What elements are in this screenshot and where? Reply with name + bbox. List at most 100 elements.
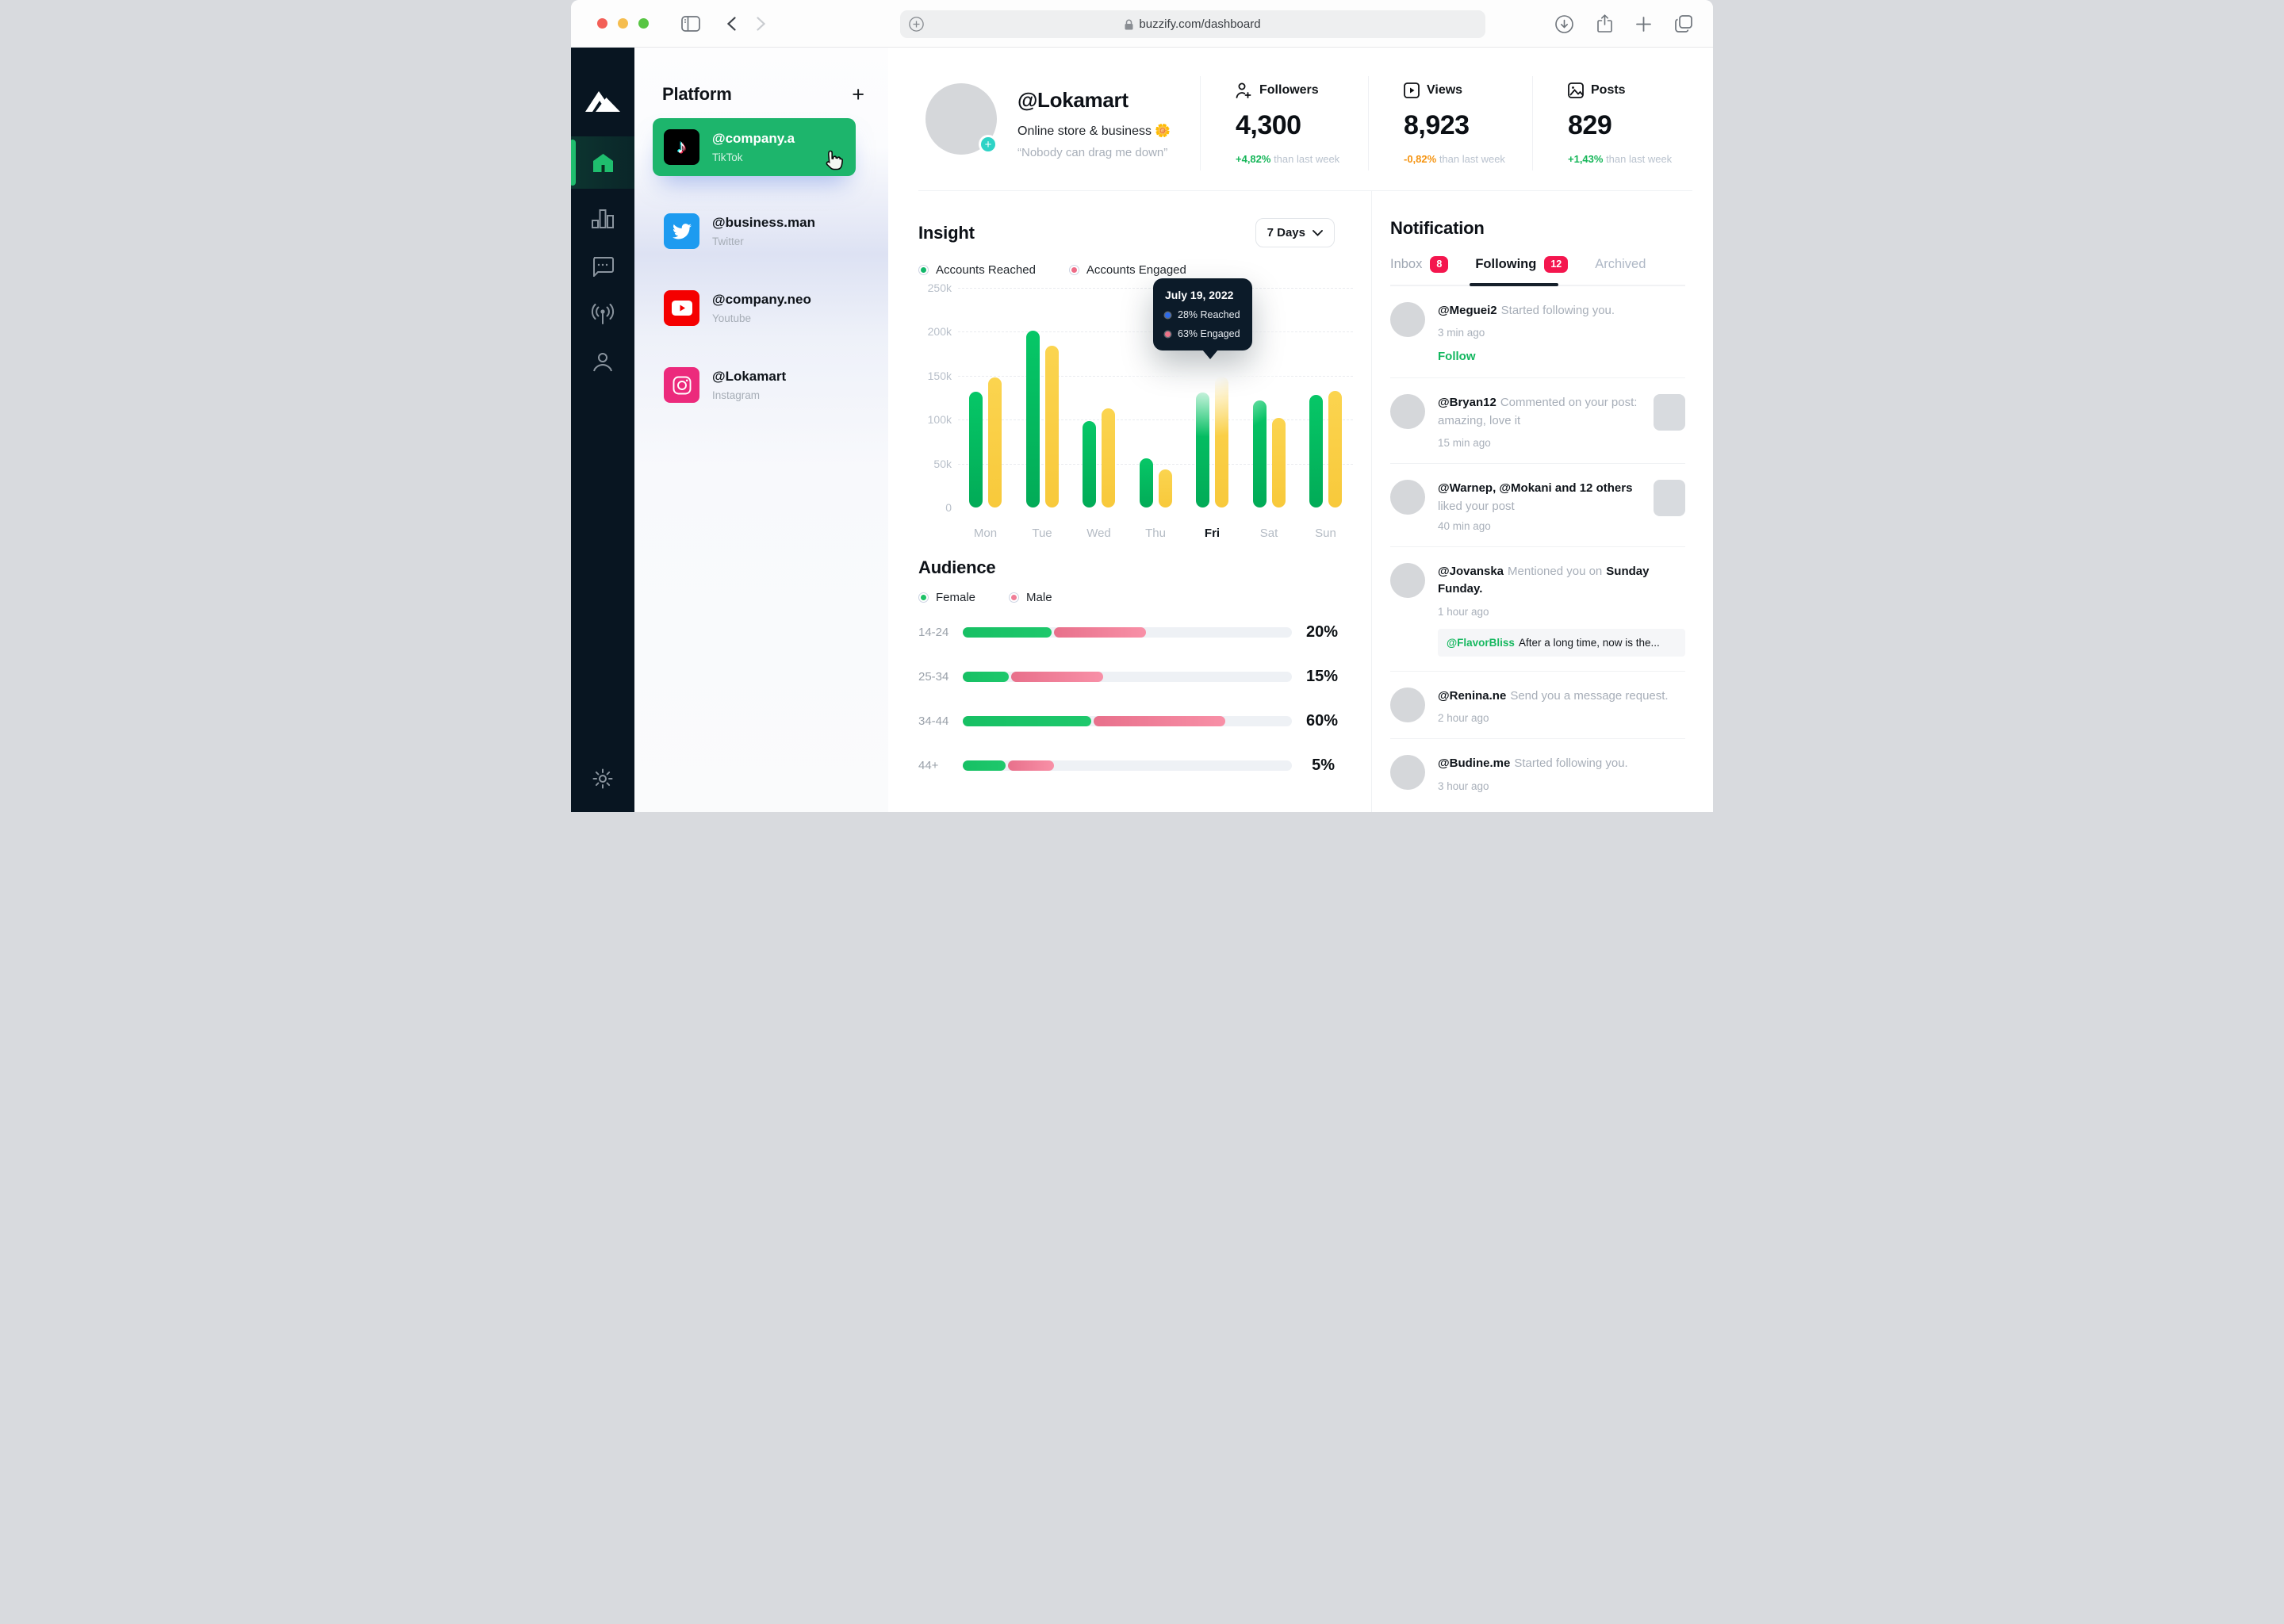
audience-bar — [963, 716, 1292, 726]
audience-title: Audience — [918, 557, 996, 577]
platform-item-youtube[interactable]: @company.neo Youtube — [653, 279, 856, 337]
stat-value: 829 — [1568, 110, 1612, 140]
sidebar-item-profile[interactable] — [592, 349, 613, 374]
notif-text: Send you a message request. — [1510, 688, 1669, 703]
broadcast-icon — [591, 304, 615, 324]
sidebar-item-broadcast[interactable] — [591, 301, 615, 327]
address-bar[interactable]: buzzify.com/dashboard — [900, 10, 1485, 38]
bar-group-wed[interactable] — [1083, 408, 1115, 508]
instagram-icon — [664, 367, 699, 403]
sidebar-item-messages[interactable] — [592, 254, 614, 279]
follow-button[interactable]: Follow — [1438, 350, 1476, 363]
notification-item[interactable]: @Bryan12 Commented on your post: amazing,… — [1390, 378, 1685, 464]
notif-time: 15 min ago — [1438, 437, 1491, 449]
settings-button[interactable] — [592, 766, 613, 791]
stat-delta-suffix: than last week — [1436, 153, 1505, 165]
avatar — [1390, 562, 1425, 598]
post-thumbnail[interactable] — [1654, 394, 1685, 431]
range-select[interactable]: 7 Days — [1255, 218, 1335, 247]
platform-handle: @company.neo — [712, 292, 811, 307]
age-label: 14-24 — [918, 626, 949, 639]
notif-user[interactable]: @Warnep, @Mokani and 12 others — [1438, 481, 1633, 495]
platform-title: Platform — [662, 84, 732, 104]
profile-quote: “Nobody can drag me down” — [1017, 146, 1168, 159]
notification-item[interactable]: @Jovanska Mentioned you on Sunday Funday. … — [1390, 547, 1685, 672]
download-icon[interactable] — [1555, 14, 1573, 33]
back-icon[interactable] — [727, 16, 736, 31]
tab-inbox[interactable]: Inbox 8 — [1390, 256, 1449, 273]
notif-user[interactable]: @Meguei2 — [1438, 303, 1497, 317]
stat-followers: Followers 4,300 +4,82% than last week — [1201, 48, 1368, 190]
platform-item-tiktok[interactable]: ♪ @company.a TikTok — [653, 118, 856, 176]
avatar — [1390, 394, 1425, 429]
chevron-down-icon — [1313, 229, 1323, 236]
home-icon — [592, 153, 613, 172]
divider — [1532, 76, 1533, 170]
sidebar-item-home[interactable] — [571, 136, 634, 189]
sidebar-toggle-icon[interactable] — [681, 15, 700, 32]
notification-item[interactable]: @Budine.me Started following you. 3 hour … — [1390, 739, 1685, 806]
mention-quote[interactable]: @FlavorBliss After a long time, now is th… — [1438, 628, 1685, 657]
traffic-lights — [597, 18, 659, 29]
post-thumbnail[interactable] — [1654, 480, 1685, 516]
platform-item-instagram[interactable]: @Lokamart Instagram — [653, 356, 856, 414]
x-tick: Wed — [1086, 527, 1111, 540]
notif-time: 1 hour ago — [1438, 605, 1489, 618]
zoom-window-button[interactable] — [638, 18, 649, 29]
stat-delta-suffix: than last week — [1603, 153, 1673, 165]
bar-group-tue[interactable] — [1025, 331, 1059, 508]
new-tab-icon[interactable] — [1636, 16, 1651, 32]
tab-archived[interactable]: Archived — [1595, 257, 1646, 272]
avatar — [1390, 480, 1425, 515]
bar-group-sun[interactable] — [1309, 391, 1342, 508]
avatar — [1390, 687, 1425, 722]
tab-overview-icon[interactable] — [1675, 15, 1692, 33]
tiktok-icon: ♪ — [664, 129, 699, 165]
image-icon — [1568, 82, 1584, 98]
quote-user: @FlavorBliss — [1447, 636, 1515, 649]
user-icon — [593, 353, 612, 372]
bar-group-sat[interactable] — [1252, 400, 1286, 508]
platform-item-twitter[interactable]: @business.man Twitter — [653, 202, 856, 260]
avatar — [1390, 755, 1425, 790]
notif-user[interactable]: @Renina.ne — [1438, 688, 1507, 703]
share-icon[interactable] — [1597, 14, 1612, 33]
notif-user[interactable]: @Jovanska — [1438, 564, 1504, 578]
age-label: 44+ — [918, 759, 939, 772]
notification-item[interactable]: @Warnep, @Mokani and 12 others liked you… — [1390, 464, 1685, 547]
add-tab-circle-icon[interactable] — [909, 17, 924, 32]
bar-group-mon[interactable] — [969, 377, 1002, 508]
tab-badge: 8 — [1430, 256, 1449, 273]
minimize-window-button[interactable] — [618, 18, 628, 29]
add-story-badge[interactable]: + — [979, 135, 998, 154]
divider — [1368, 76, 1369, 170]
engaged-dot-icon — [1071, 267, 1077, 273]
platform-handle: @company.a — [712, 131, 795, 146]
x-tick-active: Fri — [1204, 527, 1221, 540]
bar-group-fri[interactable] — [1196, 377, 1228, 508]
stat-label: Followers — [1259, 83, 1319, 97]
insight-legend: Accounts Reached Accounts Engaged — [918, 263, 1371, 277]
tooltip-reached: 28% Reached — [1178, 309, 1240, 320]
notif-text: Commented on your post: amazing, love it — [1438, 396, 1638, 427]
sidebar-item-analytics[interactable] — [592, 206, 614, 232]
notif-time: 40 min ago — [1438, 519, 1491, 532]
notification-item[interactable]: @Renina.ne Send you a message request. 2 … — [1390, 672, 1685, 739]
y-tick: 250k — [927, 282, 952, 294]
platform-network: Instagram — [712, 389, 761, 401]
notification-item[interactable]: @Meguei2 Started following you. 3 min ago… — [1390, 286, 1685, 378]
reached-dot-icon — [921, 267, 926, 273]
bar-group-thu[interactable] — [1139, 458, 1172, 508]
add-platform-button[interactable]: + — [852, 82, 864, 106]
tab-following[interactable]: Following 12 — [1475, 256, 1569, 273]
notif-user[interactable]: @Budine.me — [1438, 756, 1511, 770]
user-plus-icon — [1236, 82, 1251, 98]
female-dot-icon — [921, 595, 926, 600]
audience-percent: 60% — [1306, 712, 1339, 730]
audience-row: 14-24 20% — [918, 623, 1338, 642]
close-window-button[interactable] — [597, 18, 607, 29]
forward-icon[interactable] — [757, 16, 765, 31]
divider — [1200, 76, 1201, 170]
quote-text: After a long time, now is the... — [1518, 636, 1660, 649]
notif-user[interactable]: @Bryan12 — [1438, 396, 1496, 409]
